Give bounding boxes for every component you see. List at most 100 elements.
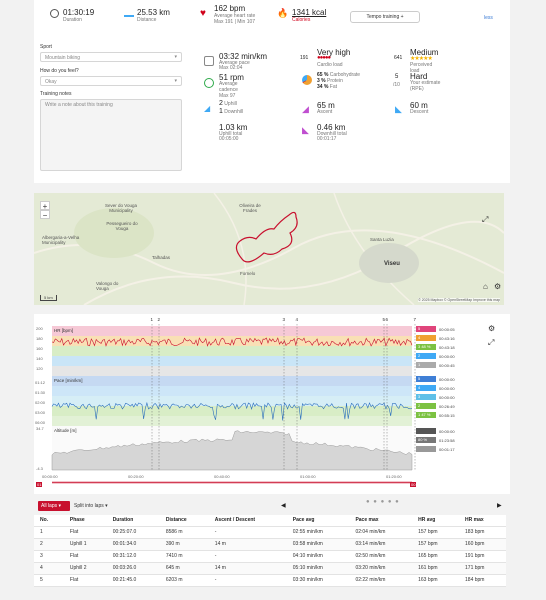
table-row[interactable]: 1 Flat 00:25:07.0 8586 m -02:55 min/km 02:04 … bbox=[34, 526, 506, 539]
hr-zone-band bbox=[52, 346, 412, 356]
cardio-value: Very high bbox=[317, 48, 351, 57]
flame-icon: 🔥 bbox=[277, 8, 289, 18]
hr-tick-label: 180 bbox=[36, 336, 43, 341]
fullscreen-chart-icon[interactable]: ⤢ bbox=[488, 338, 495, 347]
pin-icon[interactable]: ⌂ bbox=[483, 282, 488, 291]
split-laps-label: Split into laps bbox=[74, 503, 104, 509]
pace-zone-label: 3 bbox=[418, 394, 421, 399]
table-row[interactable]: 2 Uphill 1 00:01:34.0 390 m 14 m 03:58 min/km… bbox=[34, 538, 506, 551]
laps-table-container: No. Phase Duration Distance Ascent / Descent… bbox=[34, 515, 506, 587]
rpe-sub: /10 bbox=[393, 82, 400, 88]
zoom-in-button[interactable]: + bbox=[40, 201, 50, 211]
pace-value: 03:32 min/km bbox=[219, 52, 268, 61]
pace-zone-time: 00:00:00 bbox=[439, 386, 455, 391]
zoom-out-button[interactable]: − bbox=[40, 210, 50, 220]
next-page-arrow-icon[interactable]: ▶ bbox=[497, 503, 502, 509]
pace-zone-box: 5 bbox=[416, 376, 436, 382]
prev-page-arrow-icon[interactable]: ◀ bbox=[281, 503, 286, 509]
sport-select[interactable]: Mountain biking ▾ bbox=[40, 52, 182, 62]
settings-gear-icon[interactable]: ⚙ bbox=[488, 324, 496, 333]
map-label-viseu: Viseu bbox=[384, 261, 400, 267]
column-header: HR max bbox=[459, 515, 506, 527]
downhill-row: 1 Downhill bbox=[219, 108, 243, 115]
column-header: Ascent / Descent bbox=[208, 515, 287, 527]
route-map[interactable]: + − Sever do Vouga Municipality Pessegue… bbox=[34, 193, 504, 305]
feel-select[interactable]: Okay ▾ bbox=[40, 76, 182, 86]
altitude-zone-box bbox=[416, 428, 436, 434]
table-cell: 157 bpm bbox=[412, 538, 460, 551]
duration-value: 01:30:19 bbox=[63, 8, 95, 17]
cadence-value: 51 rpm bbox=[219, 73, 244, 82]
pace-zone-box: 4 bbox=[416, 385, 436, 391]
fullscreen-icon[interactable]: ⤢ bbox=[482, 215, 489, 224]
lap-marker-label: 2 bbox=[158, 317, 161, 322]
split-laps-dropdown[interactable]: Split into laps ▾ bbox=[74, 501, 108, 511]
table-cell: 14 m bbox=[208, 562, 287, 575]
table-cell: - bbox=[208, 526, 287, 539]
settings-icon[interactable]: ⚙ bbox=[494, 282, 502, 291]
column-header: Pace avg bbox=[286, 515, 350, 527]
table-cell: - bbox=[208, 550, 287, 563]
time-tick-label: 00:20:00 bbox=[128, 474, 144, 479]
column-header: Distance bbox=[159, 515, 209, 527]
hr-zone-box: 3 48 % bbox=[416, 344, 436, 350]
map-label-fornelo: Fornelo bbox=[240, 271, 256, 276]
uphill-row: 2 Uphill bbox=[219, 100, 237, 107]
all-laps-button[interactable]: All laps ▾ bbox=[38, 501, 70, 511]
slope-icon: ◢ bbox=[204, 104, 211, 113]
protein-label: Protein bbox=[327, 78, 343, 84]
cardio-label: Cardio load bbox=[317, 62, 343, 68]
pace-zone-time: 00:00:00 bbox=[439, 395, 455, 400]
hr-tick-label: 200 bbox=[36, 326, 43, 331]
cadence-icon bbox=[204, 78, 214, 88]
table-row[interactable]: 3 Flat 00:31:12.0 7410 m -04:10 min/km 02:50 … bbox=[34, 550, 506, 563]
tempo-training-button[interactable]: Tempo training + bbox=[350, 11, 420, 23]
hr-zone-label: 1 bbox=[418, 362, 421, 367]
column-header: Pace max bbox=[349, 515, 413, 527]
pace-zone-box: 2 bbox=[416, 403, 436, 409]
downhill-total-value: 0.46 km bbox=[317, 123, 346, 132]
table-row[interactable]: 5 Flat 00:21:45.0 6203 m -03:30 min/km 02:22 … bbox=[34, 574, 506, 587]
table-cell: 160 bpm bbox=[459, 538, 506, 551]
fat-row: 34 % Fat bbox=[317, 84, 337, 90]
table-cell: 02:04 min/km bbox=[349, 526, 413, 539]
protein-value: 3 % bbox=[317, 78, 326, 84]
chevron-down-icon: ▾ bbox=[174, 54, 177, 60]
hr-zone-box: 5 bbox=[416, 326, 436, 332]
notes-placeholder: Write a note about this training bbox=[45, 102, 113, 108]
alt-tick-label: 34.7 bbox=[36, 426, 45, 431]
lap-marker-label: 1 bbox=[151, 317, 154, 322]
notes-textarea[interactable]: Write a note about this training bbox=[40, 99, 182, 171]
calories-label: Calories bbox=[292, 17, 311, 23]
heart-icon: ♥ bbox=[200, 8, 206, 19]
hr-zone-box: 4 bbox=[416, 335, 436, 341]
carbs-row: 65 % Carbohydrate bbox=[317, 72, 360, 78]
map-label-pessegueiro: Pessegueiro do Vouga bbox=[106, 221, 138, 231]
fat-label: Fat bbox=[329, 84, 338, 90]
rpe-label: Your estimate (RPE) bbox=[410, 80, 441, 92]
hr-series-line bbox=[51, 337, 413, 347]
ascent-icon: ◢ bbox=[302, 104, 309, 114]
descent-label: Descent bbox=[410, 109, 429, 115]
range-start-handle[interactable]: 01 bbox=[36, 482, 43, 487]
table-cell: 02:55 min/km bbox=[286, 526, 350, 539]
hr-avg-label: Average heart rate bbox=[214, 13, 256, 19]
downhill-time: 00:01:17 bbox=[317, 136, 337, 142]
hr-zone-label: 5 bbox=[418, 326, 421, 331]
table-cell: 00:03:26.0 bbox=[106, 562, 160, 575]
downhill-total-label: Downhill total bbox=[317, 131, 347, 137]
table-cell: 183 bpm bbox=[459, 526, 506, 539]
range-end-handle[interactable]: 00 bbox=[410, 482, 417, 487]
hr-zone-label: 3 48 % bbox=[418, 344, 431, 349]
training-chart[interactable]: HR [bpm]Pace [min/km]Altitude [m]2001801… bbox=[34, 314, 510, 494]
pagination-dots[interactable]: ● ● ● ● ● bbox=[366, 499, 400, 505]
table-cell: 390 m bbox=[159, 538, 209, 551]
route-line bbox=[235, 211, 298, 263]
less-link[interactable]: less bbox=[484, 15, 493, 21]
table-row[interactable]: 4 Uphill 2 00:03:26.0 645 m 14 m 05:10 min/km… bbox=[34, 562, 506, 575]
table-cell: Flat bbox=[63, 574, 107, 587]
pace-axis-label: Pace [min/km] bbox=[54, 378, 83, 383]
ascent-value: 65 m bbox=[317, 101, 335, 110]
table-cell: 03:30 min/km bbox=[286, 574, 350, 587]
pace-icon bbox=[204, 56, 214, 66]
